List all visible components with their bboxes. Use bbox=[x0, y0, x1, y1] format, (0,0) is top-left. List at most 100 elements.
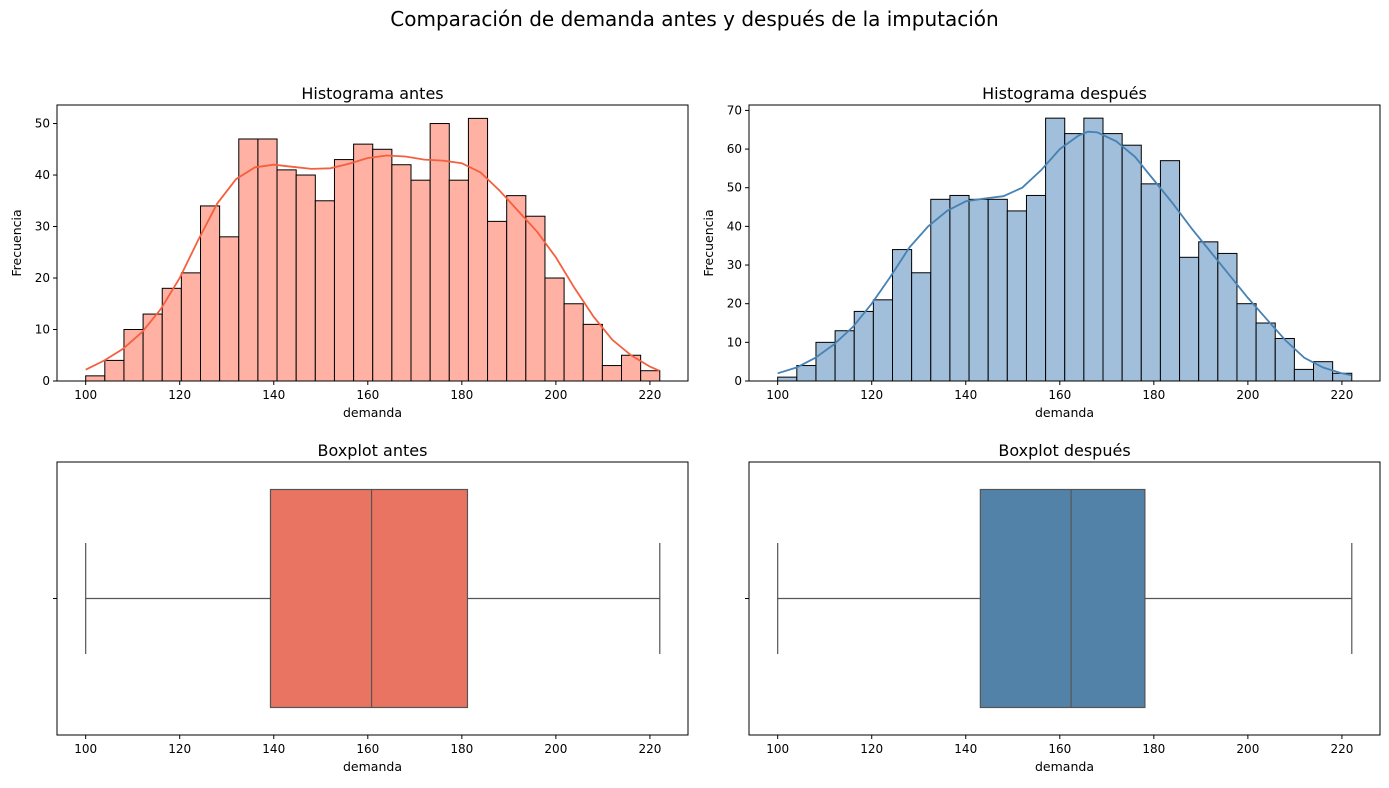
box-despues-xtick-label: 220 bbox=[1330, 742, 1353, 756]
hist-despues-ytick-label: 0 bbox=[734, 374, 742, 388]
box-antes-box bbox=[269, 488, 469, 709]
hist-antes-bar bbox=[333, 159, 355, 382]
hist-despues-bar bbox=[1083, 117, 1104, 382]
hist-antes-bar bbox=[200, 205, 221, 382]
hist-despues-bar bbox=[1293, 368, 1315, 382]
box-despues-xtick-label: 180 bbox=[1142, 742, 1165, 756]
hist-antes-bar bbox=[276, 169, 297, 382]
hist-despues-bar bbox=[1236, 303, 1257, 382]
hist-despues-xtick-label: 220 bbox=[1330, 388, 1353, 402]
hist-despues-bar bbox=[1198, 241, 1219, 382]
hist-antes-bar bbox=[601, 365, 623, 382]
hist-despues-xlabel: demanda bbox=[1035, 405, 1094, 420]
hist-despues-ytick-label: 10 bbox=[727, 335, 742, 349]
hist-antes-xtick-label: 120 bbox=[168, 388, 191, 402]
hist-despues-ytick-label: 40 bbox=[727, 219, 742, 233]
hist-despues-bar bbox=[1102, 133, 1123, 382]
box-antes-xtick-label: 180 bbox=[450, 742, 473, 756]
hist-antes-bar bbox=[180, 272, 202, 382]
hist-despues-title: Histograma después bbox=[982, 84, 1147, 103]
hist-antes-xtick-label: 200 bbox=[544, 388, 567, 402]
hist-antes-bar bbox=[295, 174, 316, 382]
hist-antes-xtick-label: 160 bbox=[356, 388, 379, 402]
hist-antes-bar bbox=[640, 370, 661, 382]
hist-antes-bar bbox=[372, 148, 393, 382]
hist-despues-ytick-label: 60 bbox=[727, 142, 742, 156]
hist-antes-ytick-label: 0 bbox=[42, 374, 50, 388]
box-despues-xlabel: demanda bbox=[1035, 759, 1094, 774]
hist-antes-bar bbox=[467, 117, 489, 382]
hist-despues-bar bbox=[911, 272, 932, 382]
hist-despues-ylabel: Frecuencia bbox=[701, 209, 716, 276]
hist-antes-ytick-label: 20 bbox=[35, 271, 50, 285]
hist-despues-bar bbox=[930, 198, 951, 382]
hist-despues-xtick-label: 120 bbox=[860, 388, 883, 402]
hist-antes-bar bbox=[525, 215, 546, 382]
hist-despues-bar bbox=[987, 198, 1008, 382]
hist-despues-xtick-label: 160 bbox=[1048, 388, 1071, 402]
hist-despues-ytick-label: 30 bbox=[727, 258, 742, 272]
hist-antes-xlabel: demanda bbox=[343, 405, 402, 420]
hist-despues-bar bbox=[1179, 256, 1200, 382]
hist-despues-xtick-label: 140 bbox=[954, 388, 977, 402]
hist-antes-bar bbox=[429, 123, 450, 382]
hist-antes-title: Histograma antes bbox=[301, 84, 443, 103]
hist-antes-kde-line bbox=[85, 154, 660, 372]
hist-antes-bar bbox=[353, 143, 374, 382]
hist-antes-bar bbox=[487, 220, 508, 382]
hist-antes-bar bbox=[314, 200, 335, 382]
hist-despues-frame bbox=[748, 104, 1381, 382]
hist-antes-ylabel: Frecuencia bbox=[9, 209, 24, 276]
box-antes-xlabel: demanda bbox=[343, 759, 402, 774]
hist-antes-bar bbox=[506, 195, 527, 382]
hist-despues-bar bbox=[872, 299, 894, 382]
hist-despues-bar bbox=[777, 376, 798, 382]
box-antes-xtick-label: 160 bbox=[356, 742, 379, 756]
hist-despues-bar bbox=[796, 365, 817, 382]
box-despues-xtick-label: 100 bbox=[766, 742, 789, 756]
hist-antes-bar bbox=[563, 303, 584, 382]
hist-despues-bar bbox=[1064, 133, 1085, 382]
hist-antes-xtick-label: 180 bbox=[450, 388, 473, 402]
box-despues-xtick-label: 160 bbox=[1048, 742, 1071, 756]
hist-antes-bar bbox=[448, 179, 469, 382]
hist-despues-bar bbox=[1006, 210, 1027, 382]
box-despues-group: Boxplot después 100 120 140 160 180 200 220 dema… bbox=[745, 441, 1381, 774]
hist-despues-bar bbox=[1159, 160, 1181, 382]
figure-suptitle: Comparación de demanda antes y después d… bbox=[390, 7, 999, 31]
hist-despues-xtick-label: 100 bbox=[766, 388, 789, 402]
box-antes-xtick-label: 120 bbox=[168, 742, 191, 756]
box-despues-xtick-label: 200 bbox=[1236, 742, 1259, 756]
hist-antes-ytick-label: 50 bbox=[35, 117, 50, 131]
box-despues-frame bbox=[748, 461, 1381, 736]
hist-despues-ytick-label: 70 bbox=[727, 103, 742, 117]
box-antes-group: Boxplot antes 100 120 140 160 180 200 220 demand… bbox=[53, 441, 689, 774]
box-antes-frame bbox=[56, 461, 689, 736]
hist-antes-bar bbox=[410, 179, 431, 382]
hist-antes-ytick-label: 30 bbox=[35, 220, 50, 234]
hist-despues-bar bbox=[1255, 322, 1276, 382]
box-despues-title: Boxplot después bbox=[998, 441, 1130, 460]
hist-despues-bar bbox=[1045, 117, 1066, 382]
hist-despues-bar bbox=[968, 198, 989, 382]
hist-despues-xtick-label: 180 bbox=[1142, 388, 1165, 402]
box-antes-title: Boxplot antes bbox=[318, 441, 428, 460]
hist-antes-bar bbox=[85, 375, 106, 382]
hist-despues-xtick-label: 200 bbox=[1236, 388, 1259, 402]
box-despues-box bbox=[979, 488, 1146, 709]
hist-antes-bar bbox=[544, 277, 565, 382]
box-despues-xtick-label: 140 bbox=[954, 742, 977, 756]
box-antes-xtick-label: 220 bbox=[638, 742, 661, 756]
hist-antes-bar bbox=[257, 138, 278, 382]
hist-antes-bar bbox=[391, 164, 412, 382]
hist-antes-bar bbox=[104, 359, 125, 382]
hist-antes-frame bbox=[56, 104, 689, 382]
hist-despues-bar bbox=[1025, 194, 1047, 382]
hist-antes-bar bbox=[219, 236, 240, 382]
box-despues-xtick-label: 120 bbox=[860, 742, 883, 756]
hist-despues-bar bbox=[949, 194, 970, 382]
hist-antes-ytick-label: 10 bbox=[35, 323, 50, 337]
hist-despues-group: Histograma después 0 10 20 30 40 50 60 70 Frecuen… bbox=[701, 84, 1381, 420]
